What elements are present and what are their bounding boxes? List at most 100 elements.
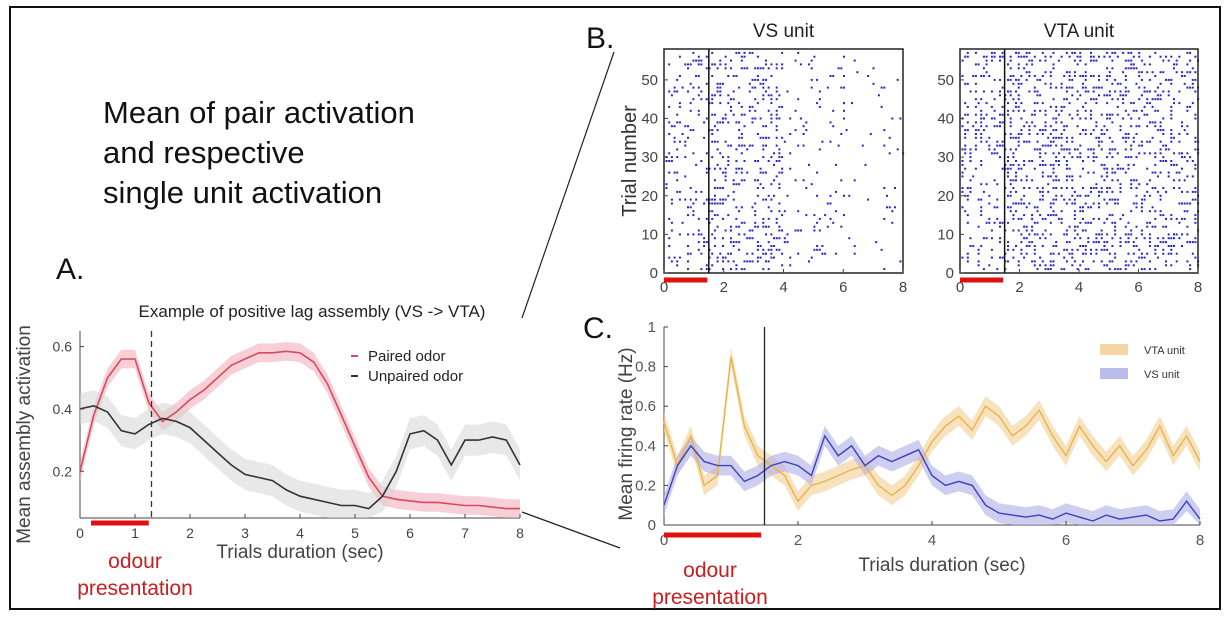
legend-swatch (1100, 344, 1128, 355)
spike (1068, 78, 1071, 81)
spike (1132, 163, 1135, 166)
spike (689, 63, 692, 66)
spike (1111, 167, 1114, 170)
spike (762, 98, 765, 101)
spike (1114, 268, 1117, 271)
spike (1065, 136, 1068, 139)
spike (961, 75, 964, 77)
spike (1012, 75, 1015, 77)
spike (1041, 190, 1044, 193)
spike (1098, 86, 1100, 89)
spike (810, 59, 813, 62)
spike (748, 237, 751, 240)
spike (770, 113, 773, 116)
spike (1151, 136, 1154, 139)
spike (1017, 133, 1020, 135)
spike (1162, 187, 1165, 189)
spike (1111, 121, 1114, 124)
spike (697, 241, 700, 244)
spike (1154, 125, 1157, 128)
spike (980, 133, 983, 135)
spike (1181, 245, 1183, 247)
spike (1116, 268, 1119, 271)
spike (730, 241, 732, 244)
spike (1039, 152, 1042, 155)
spike (1015, 175, 1017, 178)
spike (980, 206, 983, 209)
spike (751, 144, 754, 147)
spike (1154, 109, 1157, 112)
spike (1049, 233, 1052, 236)
spike (1162, 252, 1165, 255)
spike (996, 152, 999, 155)
spike (668, 63, 671, 66)
spike (832, 221, 835, 224)
spike (990, 229, 993, 232)
spike (740, 152, 743, 155)
spike (727, 75, 730, 77)
spike (826, 86, 829, 89)
x-axis-label: Trials duration (sec) (216, 542, 383, 563)
spike (1001, 221, 1004, 224)
spike (1140, 233, 1143, 236)
spike (1044, 229, 1047, 232)
spike (1023, 140, 1026, 143)
spike (1130, 63, 1133, 66)
spike (818, 229, 821, 232)
spike (773, 194, 775, 197)
spike (1127, 90, 1130, 93)
spike (1065, 51, 1068, 54)
spike (1127, 51, 1130, 54)
spike (977, 102, 980, 105)
spike (743, 179, 746, 182)
spike (738, 129, 741, 132)
spike (1073, 51, 1076, 54)
main-title-line: and respective (103, 135, 305, 170)
spike (713, 63, 716, 66)
spike (1079, 221, 1082, 224)
spike (778, 210, 781, 213)
spike (1015, 78, 1017, 81)
spike (722, 217, 724, 220)
spike (1106, 175, 1109, 178)
spike (988, 194, 991, 197)
spike (1183, 129, 1186, 132)
spike (754, 179, 757, 182)
x-tick-label: 6 (1134, 279, 1142, 296)
spike (894, 206, 896, 209)
spike (789, 264, 792, 267)
spike (1079, 175, 1082, 178)
spike (724, 55, 727, 58)
spike (692, 152, 695, 155)
spike (751, 105, 754, 108)
spike (1020, 198, 1023, 201)
spike (1041, 245, 1044, 247)
spike (961, 206, 964, 209)
spike (722, 237, 724, 240)
spike (756, 78, 759, 81)
spike (982, 75, 985, 77)
spike (1186, 152, 1189, 155)
spike (1119, 268, 1122, 271)
spike (748, 82, 751, 85)
spike (730, 237, 732, 240)
spike (1146, 225, 1149, 228)
x-tick-label: 2 (1015, 279, 1023, 296)
spike (1047, 268, 1050, 271)
spike (1167, 245, 1170, 247)
spike (974, 82, 977, 85)
spike (853, 179, 856, 182)
spike (1009, 179, 1012, 182)
spike (1044, 113, 1047, 116)
spike (1065, 179, 1068, 182)
spike (1151, 105, 1154, 108)
spike (1028, 241, 1031, 244)
spike (1068, 102, 1071, 105)
spike (1007, 248, 1009, 251)
spike (1124, 268, 1127, 271)
spike (738, 121, 741, 124)
spike (969, 148, 972, 151)
spike (1189, 241, 1192, 244)
spike (765, 252, 767, 255)
spike (781, 252, 784, 255)
